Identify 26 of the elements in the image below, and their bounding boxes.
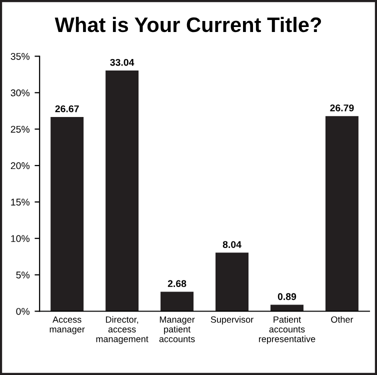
chart-title: What is Your Current Title?: [54, 16, 322, 32]
data-label: 33.04: [110, 58, 134, 66]
bar: [50, 116, 84, 312]
x-tick-label: Patient accounts representative: [258, 316, 316, 344]
x-tick-label: Other: [331, 316, 354, 323]
y-tick-label: 5%: [16, 272, 30, 278]
x-tick-label: Access manager: [50, 316, 85, 334]
data-label: 2.68: [168, 280, 186, 288]
bar: [216, 252, 249, 312]
y-tick-label: 20%: [10, 162, 30, 170]
bar: [325, 116, 358, 312]
x-tick-label: Manager patient accounts: [159, 316, 195, 342]
data-label: 8.04: [222, 241, 242, 248]
y-tick-label: 0%: [16, 308, 30, 315]
y-tick-label: 30%: [10, 89, 30, 96]
x-tick-label: Director, access management: [96, 316, 148, 344]
bar: [160, 292, 194, 312]
y-tick-label: 10%: [11, 235, 30, 242]
y-tick-label: 35%: [10, 52, 30, 60]
data-label: 26.79: [330, 104, 354, 112]
y-tick-label: 15%: [11, 198, 30, 206]
bar: [106, 70, 139, 312]
data-label: 0.89: [278, 293, 296, 300]
x-tick-label: Supervisor: [210, 316, 254, 325]
y-tick-label: 25%: [10, 126, 30, 133]
data-label: 26.67: [55, 105, 79, 112]
